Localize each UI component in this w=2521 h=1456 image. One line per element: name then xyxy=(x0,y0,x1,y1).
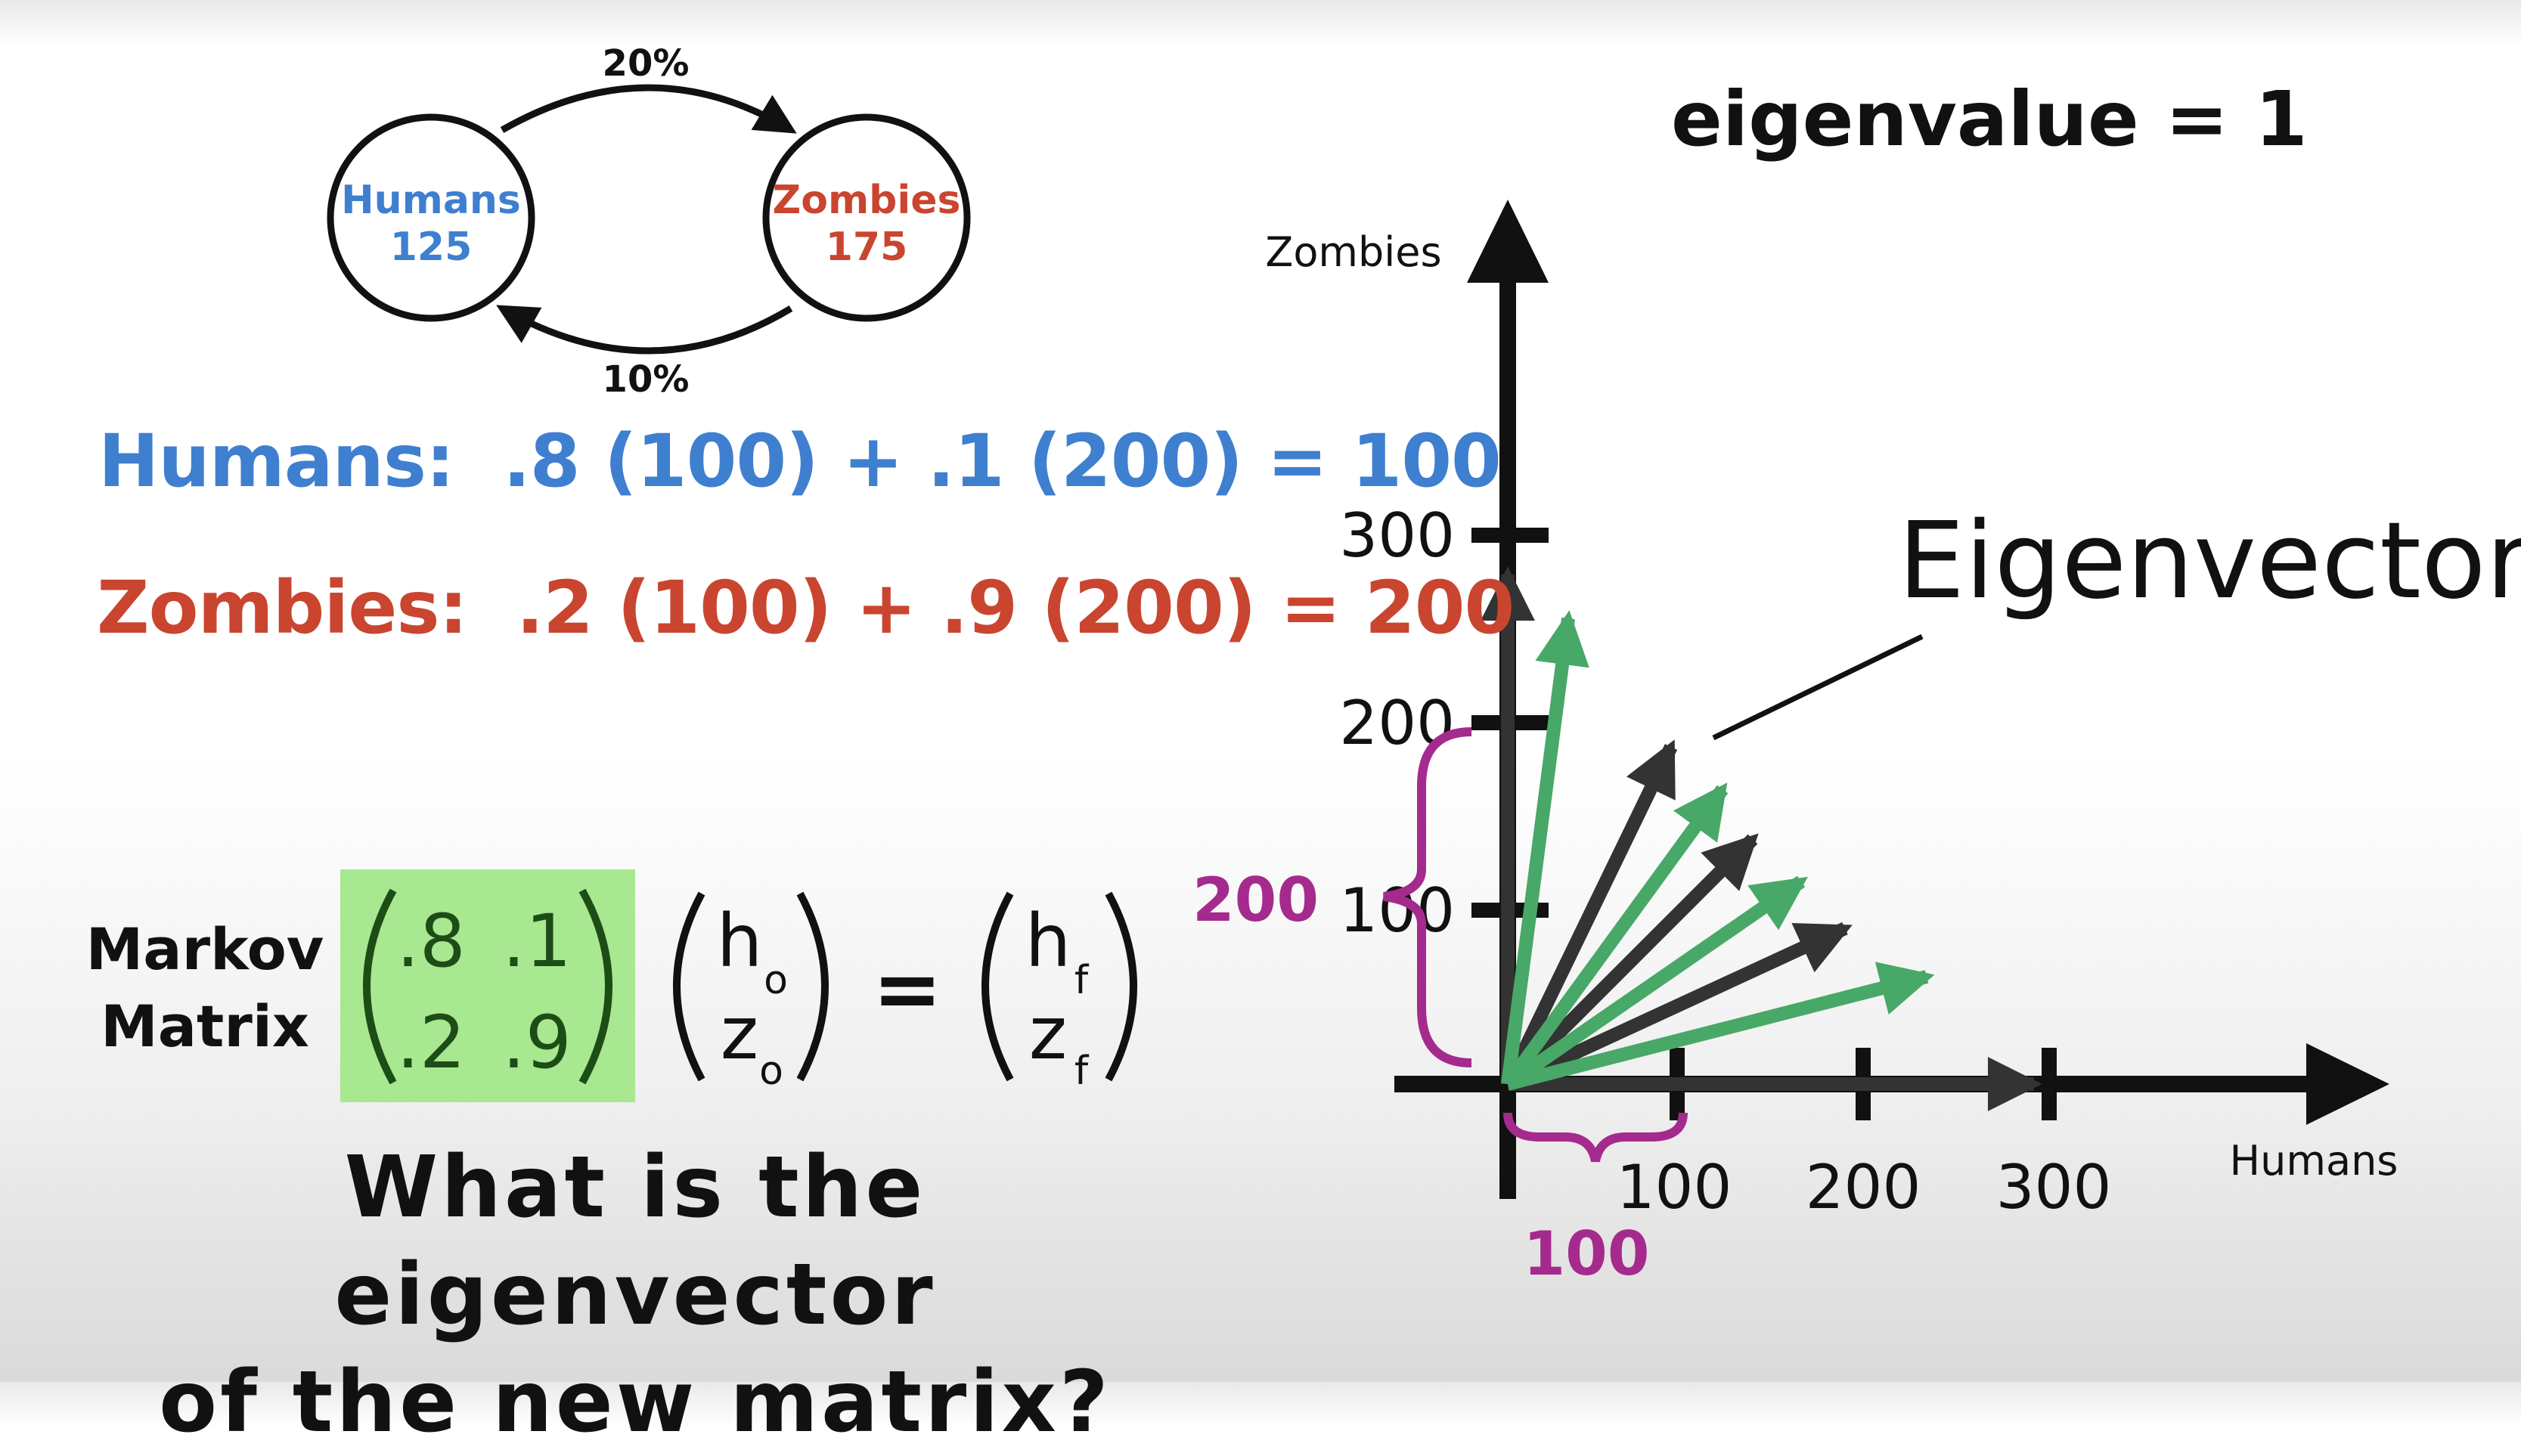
humans-state-label: Humans xyxy=(341,178,521,223)
humans-state-value: 125 xyxy=(390,225,473,270)
zombies-equation: Zombies: .2 (100) + .9 (200) = 200 xyxy=(97,565,1515,650)
question-line1: What is the eigenvector xyxy=(334,1138,936,1344)
x-brace xyxy=(1503,1112,1688,1163)
zombies-state-circle xyxy=(762,113,971,322)
eigenvalue-text: eigenvalue = 1 xyxy=(1671,75,2308,163)
output-vector-right-paren xyxy=(1105,891,1137,1082)
x-tick-label-300: 300 xyxy=(1996,1152,2112,1222)
question-text: What is the eigenvector of the new matri… xyxy=(30,1134,1240,1456)
x-axis-label: Humans xyxy=(2230,1137,2399,1185)
zombies-to-humans-arrow xyxy=(496,305,793,355)
question-line2: of the new matrix? xyxy=(159,1353,1112,1451)
y-brace-label: 200 xyxy=(1192,865,1319,935)
output-z: z xyxy=(1029,991,1067,1076)
green-vector-2 xyxy=(1502,782,1729,1089)
y-axis-arrowhead xyxy=(1467,200,1549,283)
x-brace-label: 100 xyxy=(1524,1219,1650,1289)
bottom-arrow-label: 10% xyxy=(603,358,690,401)
green-vector-4 xyxy=(1505,962,1935,1091)
x-axis-arrowhead xyxy=(2306,1043,2389,1125)
dark-vector-2 xyxy=(1502,833,1759,1089)
humans-state-circle xyxy=(327,113,535,322)
zombies-state-value: 175 xyxy=(826,225,908,270)
matrix-right-paren xyxy=(578,888,612,1085)
zombies-state-label: Zombies xyxy=(773,178,961,223)
eigenvector-pointer-line xyxy=(1712,634,1924,741)
matrix-cell-12: .1 xyxy=(502,899,572,984)
top-arrow-label: 20% xyxy=(603,42,690,85)
input-vector-left-paren xyxy=(673,891,705,1082)
eigen-plot: eigenvalue = 1 Zombies Humans 100 200 30… xyxy=(1192,75,2521,1289)
input-h: h xyxy=(717,899,763,984)
input-z: z xyxy=(721,991,758,1076)
humans-to-zombies-arrow xyxy=(500,84,797,134)
x-tick-label-200: 200 xyxy=(1806,1152,1921,1222)
matrix-cell-21: .2 xyxy=(396,1000,466,1085)
dark-vector-3 xyxy=(1505,922,1853,1091)
input-h-sub: o xyxy=(764,958,788,1003)
dark-vector-eigen xyxy=(1501,739,1678,1087)
matrix-cell-11: .8 xyxy=(396,899,466,984)
output-z-sub: f xyxy=(1074,1049,1090,1094)
green-vector-3 xyxy=(1503,875,1808,1090)
state-diagram: Humans 125 Zombies 175 20% 10% xyxy=(327,42,971,401)
diagram-canvas: Humans 125 Zombies 175 20% 10% .8 .1 .2 … xyxy=(327,42,2521,1289)
output-h: h xyxy=(1025,899,1071,984)
markov-matrix-label: Markov Matrix xyxy=(73,911,337,1065)
markov-label-line1: Markov xyxy=(85,915,324,983)
x-tick-label-100: 100 xyxy=(1617,1152,1732,1222)
output-h-sub: f xyxy=(1074,958,1090,1003)
y-tick-label-100: 100 xyxy=(1339,875,1455,946)
matrix-highlight xyxy=(340,869,635,1102)
humans-equation: Humans: .8 (100) + .1 (200) = 100 xyxy=(98,419,1502,503)
y-brace xyxy=(1383,727,1472,1067)
input-z-sub: o xyxy=(759,1049,783,1094)
eigenvector-label: Eigenvector xyxy=(1898,500,2521,623)
green-vector-1 xyxy=(1501,610,1589,1086)
y-tick-label-300: 300 xyxy=(1339,500,1455,571)
matrix-left-paren xyxy=(363,888,397,1085)
markov-label-line2: Matrix xyxy=(101,993,309,1060)
matrix-cell-22: .9 xyxy=(502,1000,572,1085)
markov-equation: .8 .1 .2 .9 h o z o = h f z f xyxy=(340,869,1137,1102)
y-axis-label: Zombies xyxy=(1265,228,1441,276)
input-vector-right-paren xyxy=(796,891,829,1082)
output-vector-left-paren xyxy=(981,891,1014,1082)
equals-sign: = xyxy=(873,940,942,1037)
